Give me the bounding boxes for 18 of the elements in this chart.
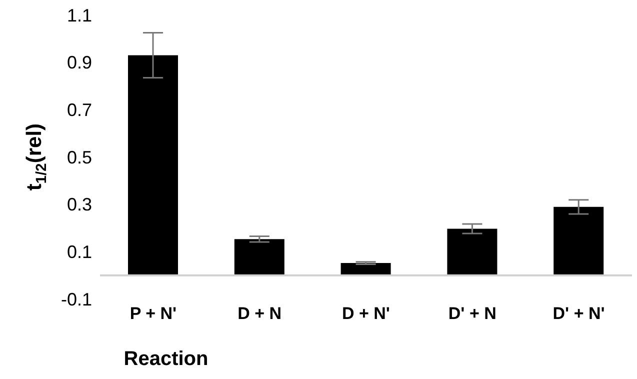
- bar: [340, 263, 391, 276]
- y-tick-label: 0.1: [66, 242, 92, 262]
- x-tick-label: D' + N: [448, 304, 496, 324]
- y-tick-label: -0.1: [60, 289, 92, 310]
- bar: [447, 228, 498, 276]
- y-tick-label: 0.5: [66, 147, 92, 168]
- x-axis-title: Reaction: [124, 348, 208, 370]
- bar: [128, 55, 178, 276]
- x-tick-label: D + N': [342, 304, 390, 324]
- y-tick-label: 0.7: [66, 100, 92, 120]
- y-tick-label: 0.3: [66, 194, 92, 215]
- x-tick-label: D + N: [238, 304, 282, 324]
- y-tick-label: 1.1: [66, 5, 92, 26]
- bar: [554, 206, 604, 276]
- x-tick-label: D' + N': [552, 304, 605, 324]
- bar: [234, 239, 284, 276]
- x-tick-label: P + N': [130, 304, 177, 324]
- y-tick-label: 0.9: [66, 52, 92, 73]
